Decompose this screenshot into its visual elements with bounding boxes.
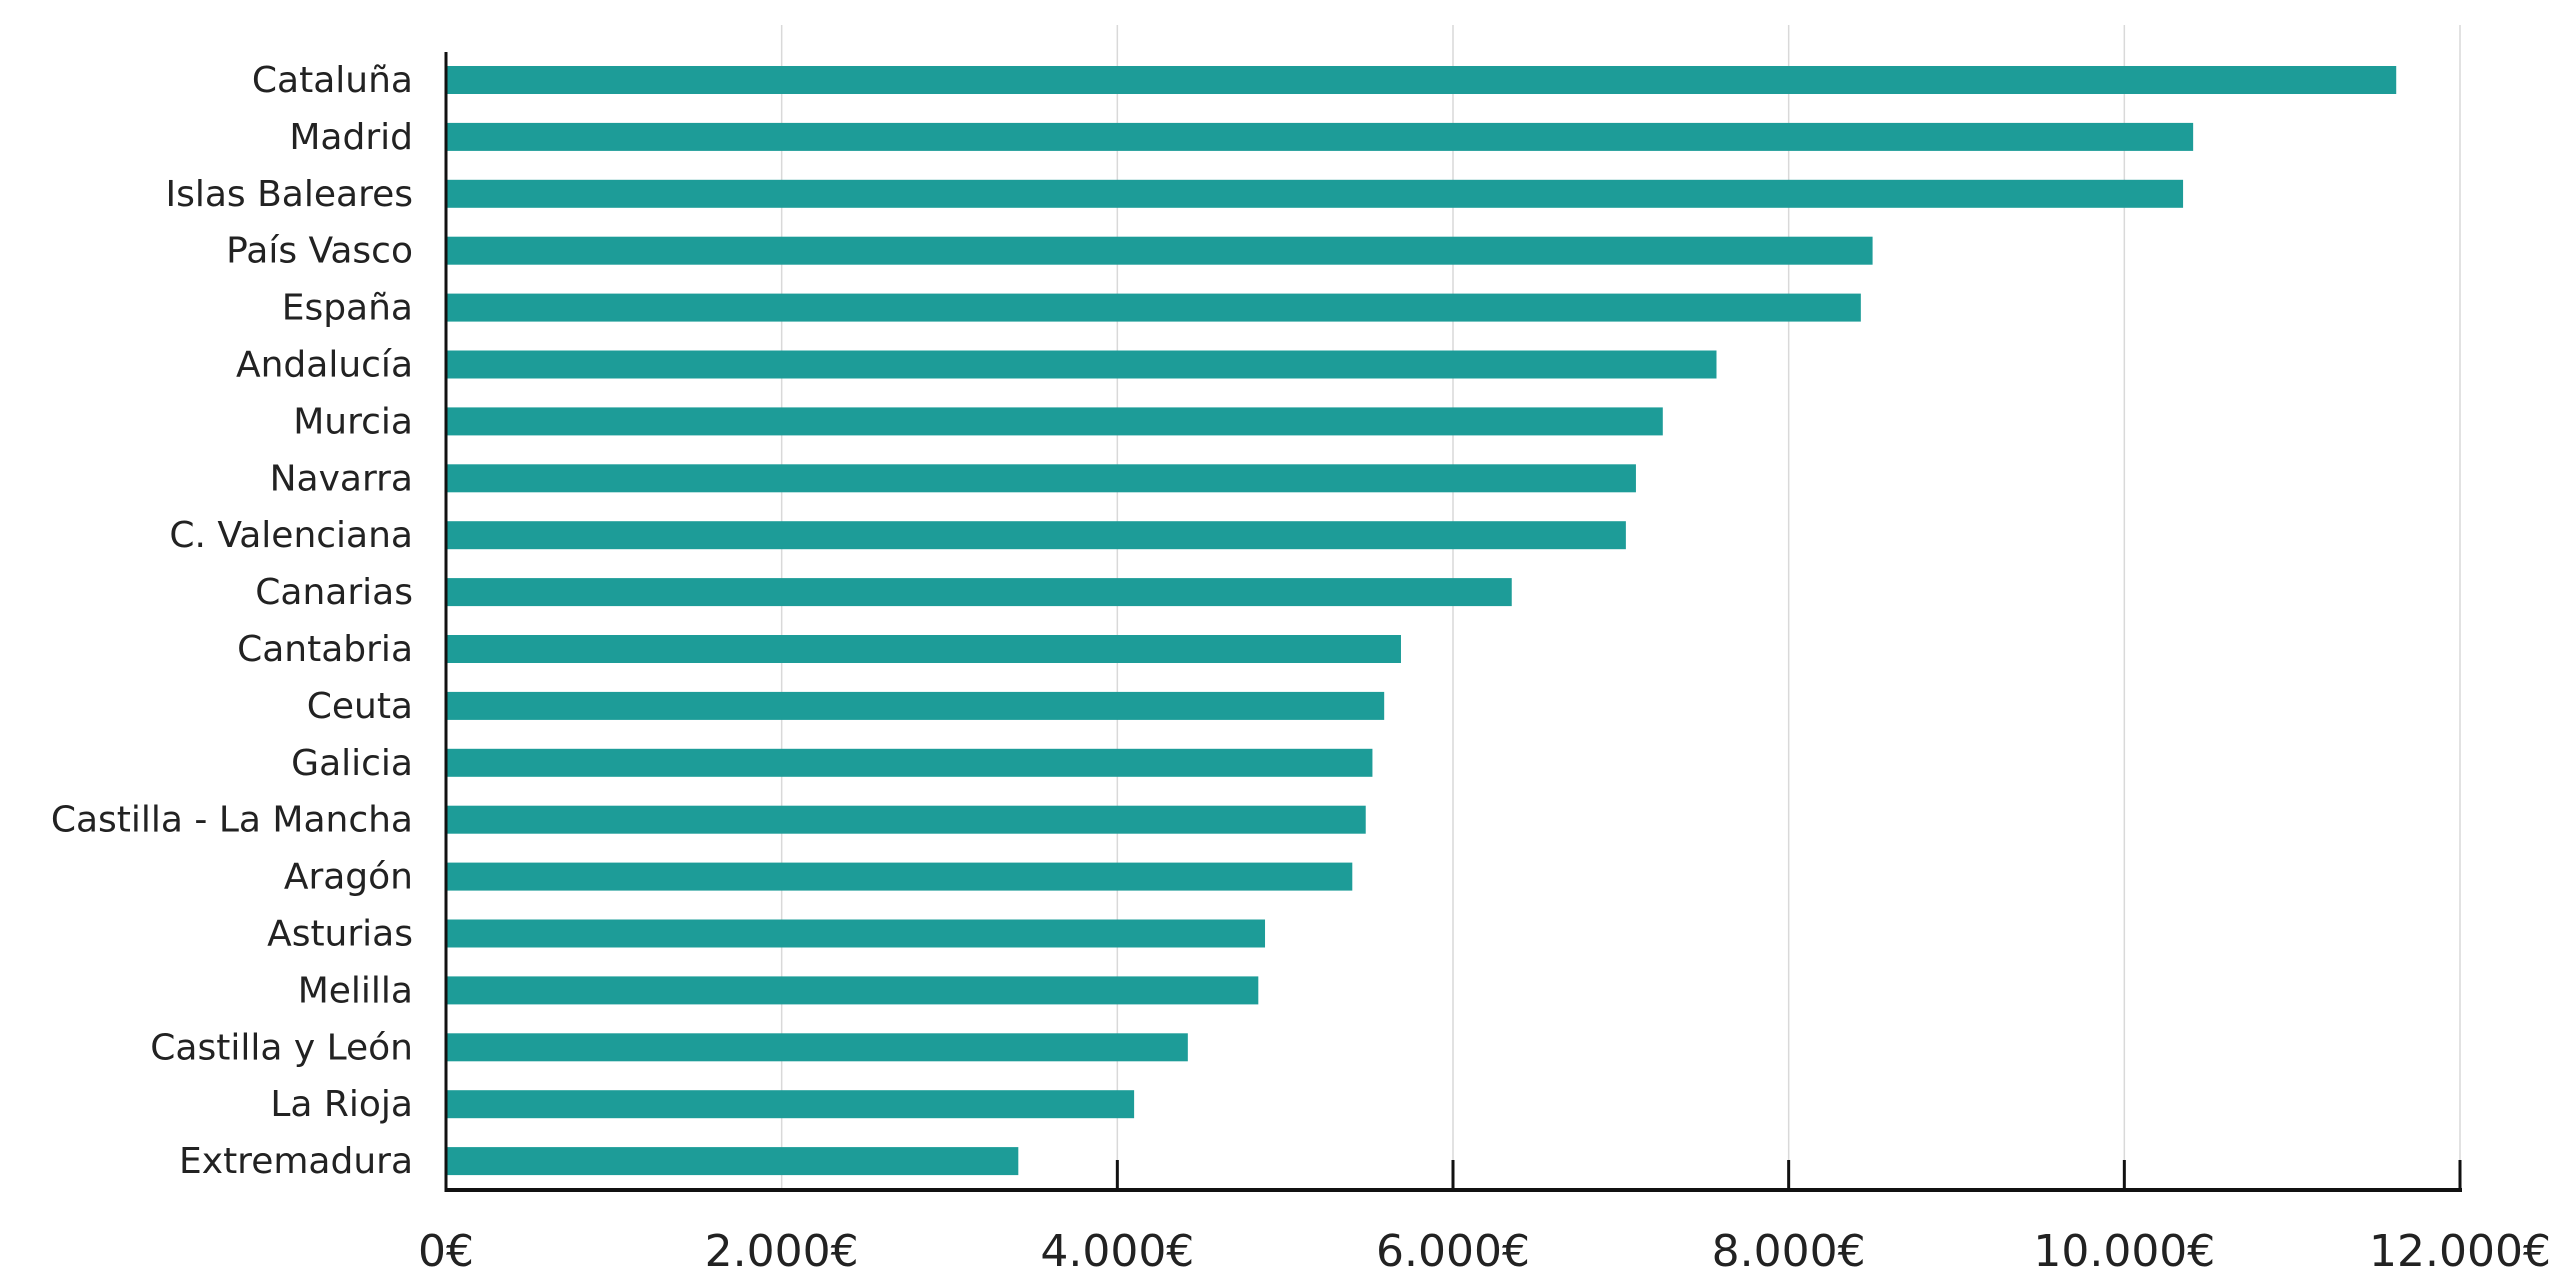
bar (446, 179, 2184, 208)
bar (446, 66, 2397, 94)
category-label: Aragón (284, 857, 413, 898)
bar (446, 748, 1373, 777)
bar (446, 919, 1266, 948)
bar (446, 1033, 1188, 1062)
x-axis: 0€ 2.000€ 4.000€ 6.000€ 8.000€ 10.000€ 12.000€ (418, 52, 2551, 1277)
x-tick-label: 0€ (418, 1226, 474, 1277)
category-label: Melilla (298, 970, 413, 1011)
x-tick-label: 12.000€ (2369, 1226, 2551, 1277)
category-labels: Cataluña Madrid Islas Baleares País Vasco Es… (51, 60, 413, 1182)
bar (446, 578, 1512, 607)
bar (446, 350, 1717, 379)
category-label: Extremadura (179, 1141, 413, 1182)
x-tick-label: 2.000€ (705, 1226, 859, 1277)
bar (446, 1090, 1135, 1119)
x-tick-label: 6.000€ (1376, 1226, 1530, 1277)
bar (446, 1147, 1019, 1176)
bar (446, 635, 1401, 663)
bar (446, 407, 1663, 436)
bar (446, 464, 1636, 493)
category-label: País Vasco (226, 231, 413, 272)
category-label: Cataluña (252, 60, 413, 101)
category-label: Canarias (255, 572, 413, 613)
bar (446, 805, 1366, 834)
x-tick-label: 10.000€ (2033, 1226, 2215, 1277)
category-label: Cantabria (237, 629, 413, 670)
bar (446, 122, 2194, 151)
category-label: Navarra (270, 458, 413, 499)
category-label: Castilla - La Mancha (51, 800, 413, 841)
category-label: Islas Baleares (165, 174, 413, 215)
x-tick-label: 8.000€ (1712, 1226, 1866, 1277)
bar (446, 976, 1259, 1005)
category-label: La Rioja (270, 1084, 413, 1125)
category-label: Andalucía (236, 345, 413, 386)
bar (446, 521, 1626, 550)
bars (446, 66, 2397, 1176)
category-label: Castilla y León (150, 1027, 413, 1068)
category-label: C. Valenciana (169, 515, 413, 556)
category-label: Asturias (267, 914, 413, 955)
category-label: Madrid (289, 117, 413, 158)
x-tick-label: 4.000€ (1040, 1226, 1194, 1277)
category-label: Murcia (293, 401, 413, 442)
category-label: Galicia (291, 743, 413, 784)
bar (446, 236, 1873, 265)
bar (446, 862, 1353, 891)
category-label: España (282, 288, 413, 329)
category-label: Ceuta (307, 686, 413, 727)
bar (446, 293, 1861, 322)
bar (446, 691, 1385, 720)
